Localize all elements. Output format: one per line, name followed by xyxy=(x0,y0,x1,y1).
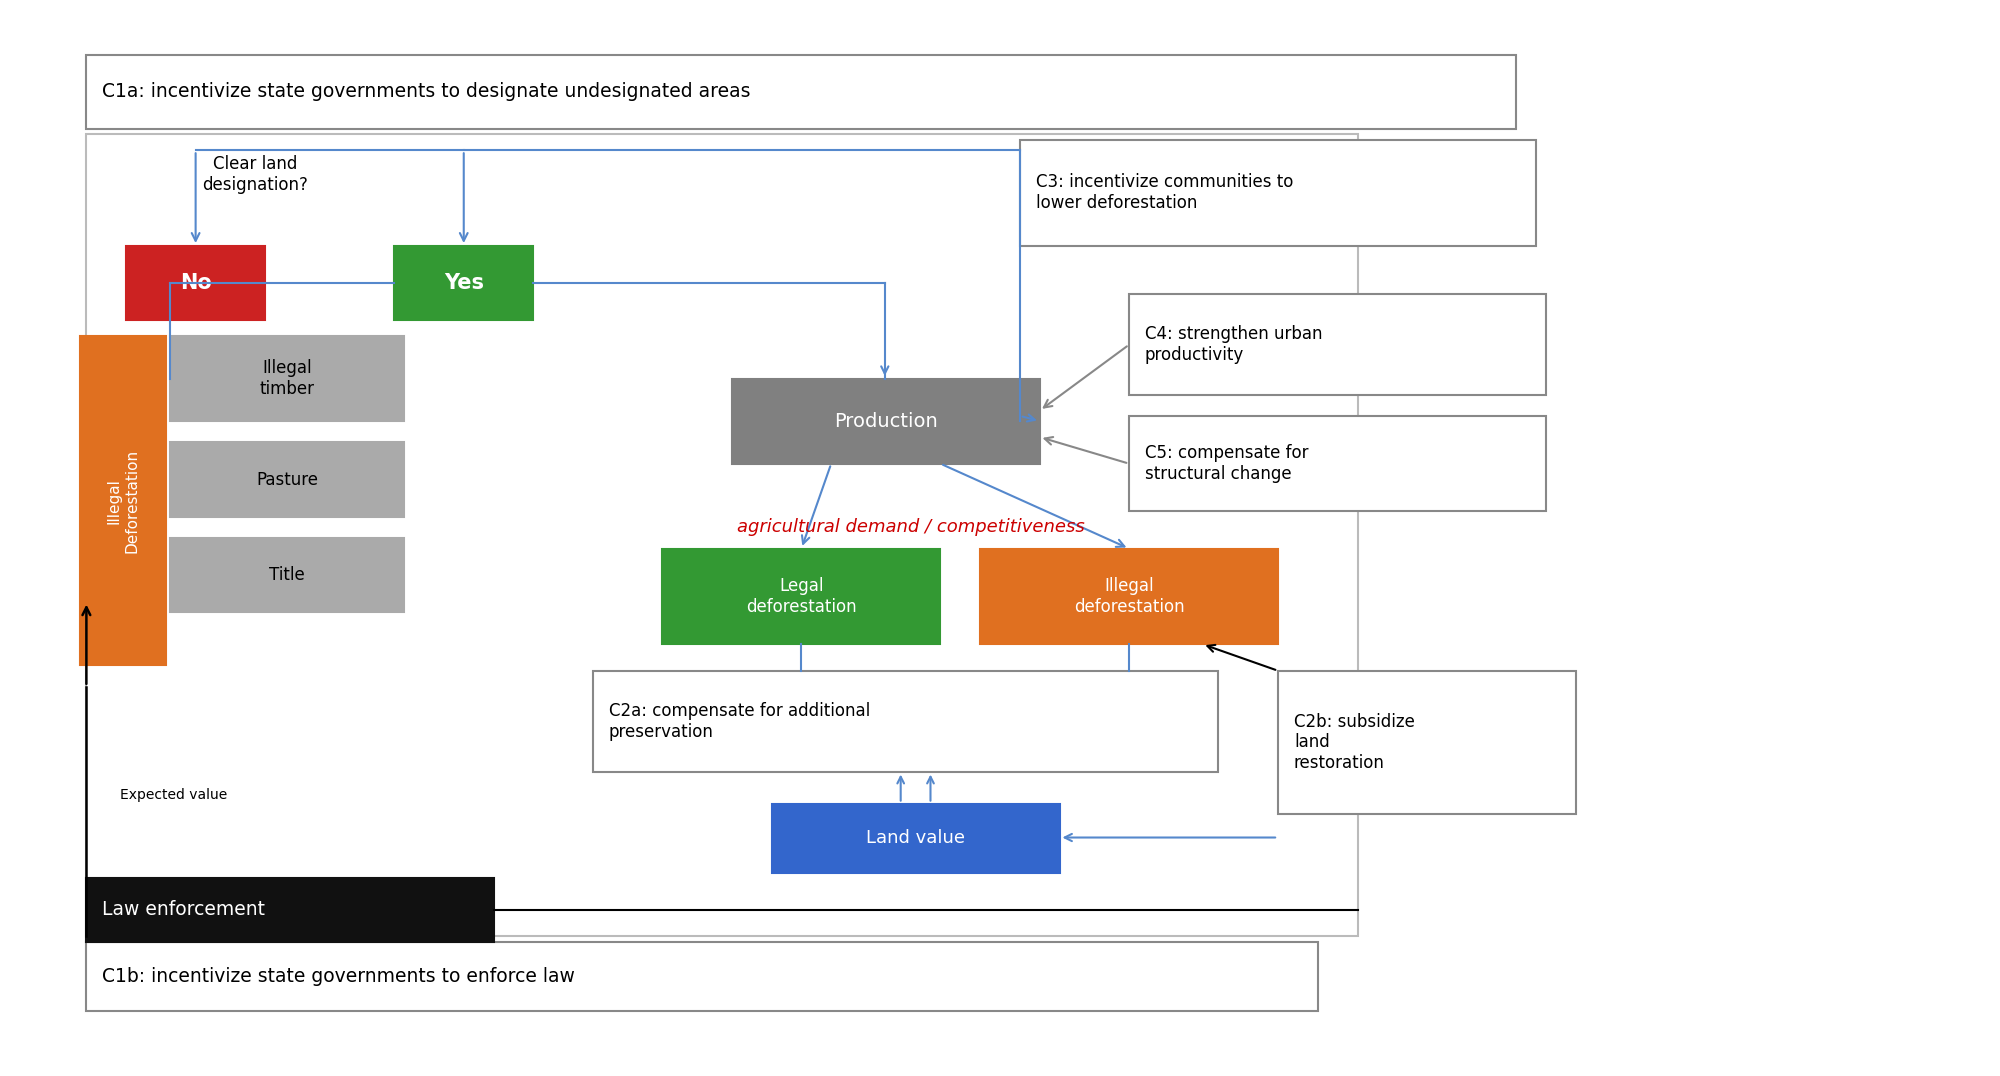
FancyBboxPatch shape xyxy=(592,670,1218,771)
Text: C3: incentivize communities to
lower deforestation: C3: incentivize communities to lower def… xyxy=(1036,173,1294,212)
FancyBboxPatch shape xyxy=(86,942,1318,1010)
Text: C4: strengthen urban
productivity: C4: strengthen urban productivity xyxy=(1144,325,1322,364)
Text: Land value: Land value xyxy=(866,829,966,847)
Text: No: No xyxy=(180,273,212,293)
Text: Yes: Yes xyxy=(444,273,484,293)
FancyBboxPatch shape xyxy=(126,246,266,321)
Text: C1b: incentivize state governments to enforce law: C1b: incentivize state governments to en… xyxy=(102,966,576,986)
FancyBboxPatch shape xyxy=(170,442,404,516)
Text: C1a: incentivize state governments to designate undesignated areas: C1a: incentivize state governments to de… xyxy=(102,83,750,101)
Text: C2b: subsidize
land
restoration: C2b: subsidize land restoration xyxy=(1294,712,1414,773)
FancyBboxPatch shape xyxy=(732,379,1040,464)
FancyBboxPatch shape xyxy=(662,549,940,645)
Text: Clear land
designation?: Clear land designation? xyxy=(202,155,308,194)
FancyBboxPatch shape xyxy=(1020,140,1536,246)
Text: C2a: compensate for additional
preservation: C2a: compensate for additional preservat… xyxy=(608,702,870,740)
Text: Legal
deforestation: Legal deforestation xyxy=(746,577,856,615)
FancyBboxPatch shape xyxy=(772,804,1060,873)
Text: Illegal
Deforestation: Illegal Deforestation xyxy=(106,449,140,553)
FancyBboxPatch shape xyxy=(86,55,1516,129)
FancyBboxPatch shape xyxy=(170,336,404,421)
FancyBboxPatch shape xyxy=(1130,415,1546,511)
FancyBboxPatch shape xyxy=(394,246,534,321)
Text: Illegal
deforestation: Illegal deforestation xyxy=(1074,577,1184,615)
Text: Pasture: Pasture xyxy=(256,470,318,489)
FancyBboxPatch shape xyxy=(1130,294,1546,395)
FancyBboxPatch shape xyxy=(86,878,494,942)
FancyBboxPatch shape xyxy=(1278,670,1576,815)
Text: Production: Production xyxy=(834,412,938,430)
Text: agricultural demand / competitiveness: agricultural demand / competitiveness xyxy=(736,519,1084,536)
FancyBboxPatch shape xyxy=(80,336,166,665)
Text: Law enforcement: Law enforcement xyxy=(102,901,266,919)
Text: C5: compensate for
structural change: C5: compensate for structural change xyxy=(1144,444,1308,483)
FancyBboxPatch shape xyxy=(86,134,1358,936)
Text: Title: Title xyxy=(270,566,304,584)
Text: Illegal
timber: Illegal timber xyxy=(260,359,314,398)
Text: Expected value: Expected value xyxy=(120,788,228,802)
FancyBboxPatch shape xyxy=(170,538,404,612)
FancyBboxPatch shape xyxy=(980,549,1278,645)
